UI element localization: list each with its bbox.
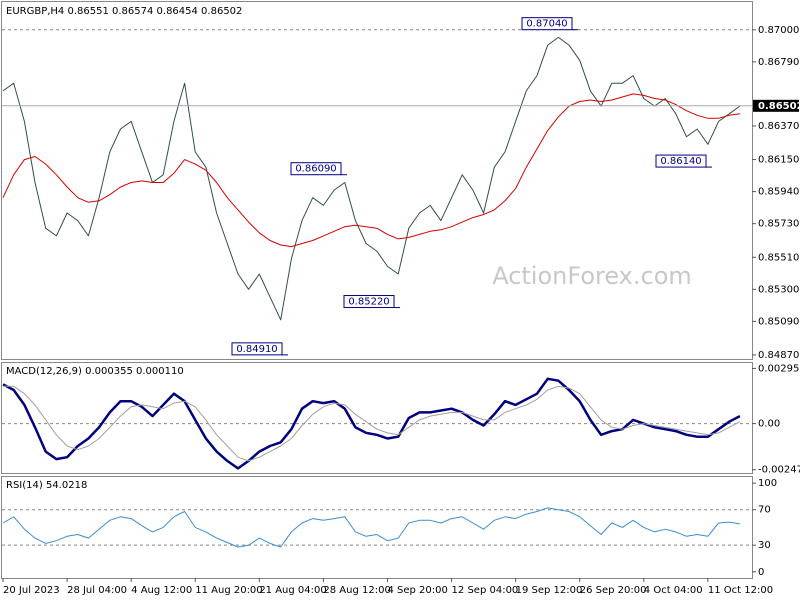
annotation-box <box>343 295 395 309</box>
macd-panel <box>1 362 753 474</box>
y-tick-label: 0.86370 <box>758 121 799 132</box>
last-price-box <box>753 99 799 112</box>
y-tick-label: 0.86790 <box>758 57 799 68</box>
y-tick-label: 0.86150 <box>758 155 799 166</box>
x-tick-label: 19 Sep 12:00 <box>516 585 583 596</box>
annotation-box <box>231 342 283 356</box>
x-tick-label: 28 Jul 04:00 <box>67 585 127 596</box>
series-line <box>2 507 740 548</box>
x-tick-label: 4 Aug 12:00 <box>131 585 192 596</box>
annotation-label: 0.86090 <box>295 164 336 175</box>
x-tick-label: 28 Aug 12:00 <box>323 585 390 596</box>
y-tick-label: 0.85090 <box>758 316 799 327</box>
y-tick-label: 0.84870 <box>758 350 799 361</box>
panel-title: EURGBP,H4 0.86551 0.86574 0.86454 0.8650… <box>6 6 242 17</box>
annotation-box <box>290 162 342 176</box>
annotation-label: 0.87040 <box>526 19 567 30</box>
x-tick-label: 4 Sep 20:00 <box>387 585 447 596</box>
series-line <box>3 385 741 462</box>
series-line <box>2 377 741 470</box>
series-line <box>2 93 740 248</box>
last-price-label: 0.86502 <box>758 101 800 112</box>
y-tick-label: 0 <box>758 567 764 578</box>
x-tick-label: 21 Aug 04:00 <box>259 585 326 596</box>
x-tick-label: 12 Sep 04:00 <box>452 585 519 596</box>
series-line <box>2 36 741 321</box>
y-tick-label: 30 <box>758 540 771 551</box>
x-tick-label: 20 Jul 2023 <box>3 585 60 596</box>
y-tick-label: 0.00 <box>758 419 780 430</box>
annotation-label: 0.84910 <box>236 344 277 355</box>
y-tick-label: 0.85730 <box>758 219 799 230</box>
rsi-panel <box>1 476 753 579</box>
x-tick-label: 11 Oct 12:00 <box>708 585 773 596</box>
annotation-label: 0.85220 <box>348 297 389 308</box>
price-panel <box>1 1 753 360</box>
y-tick-label: 100 <box>758 478 777 489</box>
y-tick-label: 0.85510 <box>758 252 799 263</box>
annotation-box <box>655 154 707 168</box>
y-tick-label: 70 <box>758 505 771 516</box>
watermark: ActionForex.com <box>492 262 692 290</box>
x-tick-label: 4 Oct 04:00 <box>644 585 703 596</box>
y-tick-label: 0.002956 <box>758 363 800 374</box>
annotation-label: 0.86140 <box>660 156 701 167</box>
x-tick-label: 26 Sep 20:00 <box>580 585 647 596</box>
panel-title: MACD(12,26,9) 0.000355 0.000110 <box>6 366 184 377</box>
y-tick-label: -0.002471 <box>758 465 800 476</box>
panel-title: RSI(14) 54.0218 <box>6 480 87 491</box>
y-tick-label: 0.87000 <box>758 25 799 36</box>
x-tick-label: 11 Aug 20:00 <box>195 585 262 596</box>
y-tick-label: 0.85300 <box>758 284 799 295</box>
y-tick-label: 0.85940 <box>758 187 799 198</box>
annotation-box <box>521 17 573 31</box>
